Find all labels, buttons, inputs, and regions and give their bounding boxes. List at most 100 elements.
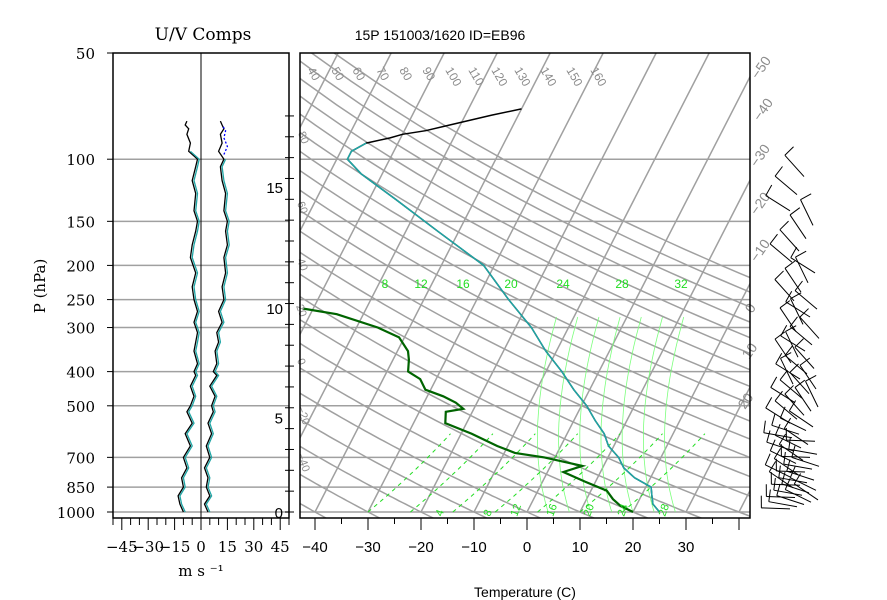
barb-staff xyxy=(794,290,818,310)
isotherm xyxy=(526,75,750,513)
barb-flag xyxy=(783,417,792,429)
isotherm xyxy=(314,53,551,513)
uv-x-tick-label: 45 xyxy=(271,538,290,556)
barb-staff xyxy=(766,441,795,452)
left-adiabat-label: 60 xyxy=(294,200,309,216)
barb-staff xyxy=(779,307,797,332)
uv-y-tick-label: 250 xyxy=(66,292,95,310)
barb-staff xyxy=(769,243,793,263)
wind-barb xyxy=(780,444,811,458)
uv-title: U/V Comps xyxy=(155,25,252,45)
barb-staff xyxy=(781,455,811,458)
uv-x-tick-label: −45 xyxy=(106,538,138,556)
uv-xlabel: m s ⁻¹ xyxy=(178,562,223,580)
wind-barb xyxy=(774,166,798,195)
height-tick-label: 15 xyxy=(266,180,283,197)
skewt-title: 15P 151003/1620 ID=EB96 xyxy=(355,27,526,43)
uv-y-tick-label: 150 xyxy=(66,213,95,231)
dry-adiabat xyxy=(300,77,750,323)
barb-flag xyxy=(784,345,793,356)
barb-staff xyxy=(774,400,798,420)
wind-barbs xyxy=(760,146,820,510)
barb-staff xyxy=(789,214,807,239)
moist-adiabat xyxy=(558,316,579,513)
wind-barb xyxy=(774,423,802,449)
barb-staff xyxy=(784,355,808,375)
uv-y-tick-label: 1000 xyxy=(57,504,95,522)
wind-barb xyxy=(765,484,796,498)
barb-flag xyxy=(771,413,776,426)
wind-barb xyxy=(771,413,800,435)
wind-barb xyxy=(789,207,807,239)
barb-staff xyxy=(779,229,800,252)
height-tick-label: 10 xyxy=(266,301,283,318)
barb-staff xyxy=(794,346,815,369)
uv-x-tick-label: 15 xyxy=(218,538,237,556)
barb-flag xyxy=(760,495,762,508)
moist-adiabat xyxy=(664,316,685,513)
barb-flag xyxy=(766,430,771,443)
wind-barb xyxy=(784,385,805,416)
dry-adiabat xyxy=(300,169,750,405)
barb-staff xyxy=(775,363,801,380)
wind-barb xyxy=(774,331,792,364)
dry-adiabat xyxy=(300,392,543,518)
barb-staff xyxy=(765,195,791,212)
dry-adiabat xyxy=(300,251,750,478)
wind-barb xyxy=(780,325,806,352)
barb-flag xyxy=(770,472,772,485)
profile-dewpoint xyxy=(302,307,634,513)
dry-adiabat xyxy=(300,60,750,308)
lower-mixing-label: 12 xyxy=(509,502,524,518)
uv-series-line xyxy=(177,120,199,513)
wind-barb xyxy=(790,246,816,274)
barb-flag xyxy=(788,437,791,450)
wind-barb xyxy=(775,458,806,473)
barb-staff xyxy=(770,450,797,464)
uv-y-tick-label: 100 xyxy=(66,151,95,169)
barb-staff xyxy=(794,387,812,412)
uv-series-line xyxy=(221,124,229,155)
mixing-ratio-label: 12 xyxy=(414,277,428,291)
uv-x-ticks: −45−30−15 0 15 30 45 xyxy=(106,518,290,556)
uv-panel: U/V Comps 501001502002503004005007008501… xyxy=(31,25,290,580)
barb-flag xyxy=(774,166,783,177)
lower-mixing-label: 8 xyxy=(482,508,495,518)
moist-adiabat xyxy=(537,316,557,513)
left-adiabat-label: 80 xyxy=(295,130,310,146)
barb-flag xyxy=(799,357,811,366)
mixing-ratio-line xyxy=(579,433,663,513)
barb-staff xyxy=(771,483,801,486)
mixing-ratio-label: 32 xyxy=(674,277,688,291)
barb-staff xyxy=(761,507,791,510)
height-axis-ticks: 0 5 10 15 xyxy=(266,115,294,522)
wind-barb xyxy=(768,489,798,508)
barb-flag xyxy=(795,250,807,258)
barb-flag xyxy=(774,331,786,340)
wind-barb xyxy=(795,250,809,284)
mixing-ratio-label: 24 xyxy=(556,277,570,291)
uv-x-tick-label: 30 xyxy=(244,538,263,556)
dry-adiabat-label: 60 xyxy=(349,65,368,84)
wind-barb xyxy=(775,353,801,380)
barb-flag xyxy=(785,325,797,332)
wind-barb xyxy=(783,417,809,446)
barb-staff xyxy=(774,279,795,302)
barb-flag xyxy=(765,484,767,497)
barb-staff xyxy=(768,501,798,508)
mixing-ratio-label: 8 xyxy=(382,277,389,291)
barb-flag xyxy=(773,448,782,459)
isotherm xyxy=(632,281,750,513)
barb-flag xyxy=(805,374,817,382)
mixing-ratio-lines xyxy=(367,316,706,513)
uv-y-tick-label: 500 xyxy=(66,398,95,416)
lower-mixing-label: 16 xyxy=(545,502,560,518)
barb-flag xyxy=(784,146,794,156)
barb-flag xyxy=(790,246,798,258)
wind-barb xyxy=(785,290,811,318)
barb-staff xyxy=(784,393,805,416)
moist-adiabat xyxy=(621,316,642,513)
dry-adiabat xyxy=(300,367,596,518)
dry-adiabat-lines xyxy=(300,53,750,518)
profile-temperature-trace xyxy=(346,142,661,513)
